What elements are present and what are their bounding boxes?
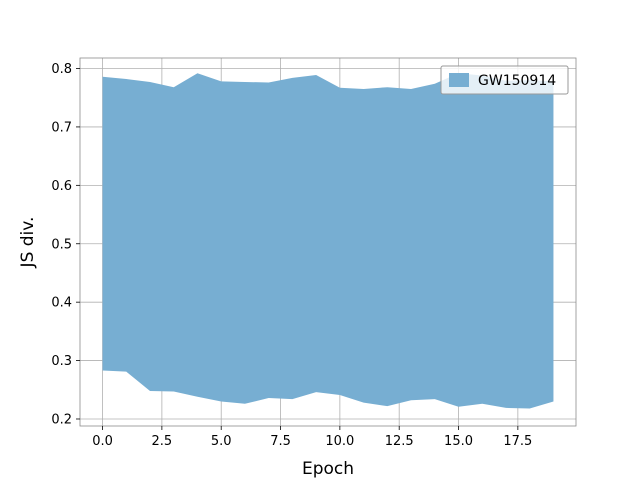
x-tick-label: 0.0 (92, 434, 113, 449)
x-tick-label: 15.0 (444, 434, 473, 449)
y-tick-label: 0.8 (51, 62, 72, 77)
y-tick-label: 0.7 (51, 120, 72, 135)
y-tick-label: 0.3 (51, 354, 72, 369)
x-tick-label: 7.5 (270, 434, 291, 449)
x-tick-label: 2.5 (152, 434, 173, 449)
area-band (102, 73, 554, 409)
x-tick-label: 12.5 (385, 434, 414, 449)
x-tick-label: 10.0 (325, 434, 354, 449)
y-tick-label: 0.5 (51, 237, 72, 252)
y-axis-ticks: 0.2 0.3 0.4 0.5 0.6 0.7 0.8 (51, 62, 80, 427)
legend-box (440, 65, 569, 95)
legend-label: GW150914 (478, 73, 556, 89)
x-tick-label: 5.0 (211, 434, 232, 449)
axes-frame (79, 57, 577, 427)
x-tick-label: 17.5 (503, 434, 532, 449)
y-tick-label: 0.6 (51, 179, 72, 194)
y-tick-label: 0.4 (51, 296, 72, 311)
x-axis-ticks: 0.0 2.5 5.0 7.5 10.0 12.5 15.0 17.5 (92, 426, 532, 449)
legend: GW150914 (440, 65, 569, 95)
legend-swatch (449, 73, 469, 87)
y-axis-label: JS div. (18, 217, 38, 269)
x-axis-label: Epoch (302, 459, 354, 479)
plot-area (102, 73, 554, 409)
y-tick-label: 0.2 (51, 412, 72, 427)
